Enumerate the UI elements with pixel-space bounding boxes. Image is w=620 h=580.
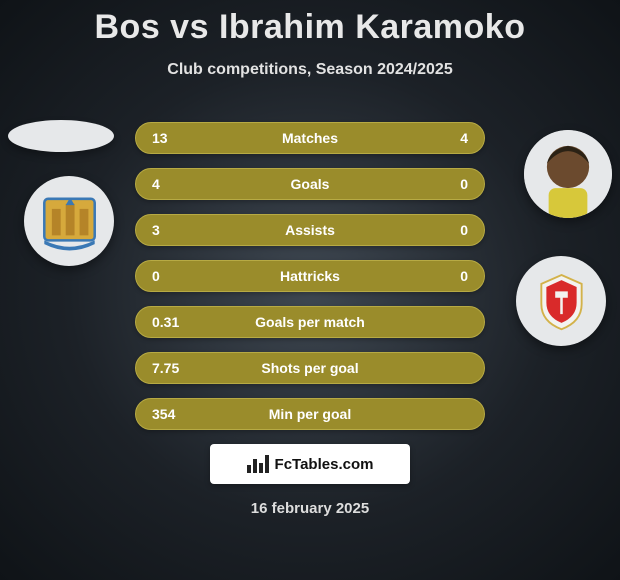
stat-left-value: 0.31 [136,314,202,330]
stat-label: Min per goal [202,406,418,422]
stat-label: Assists [202,222,418,238]
club-right-crest [516,256,606,346]
stat-row: 354 Min per goal [135,398,485,430]
stat-row: 3 Assists 0 [135,214,485,246]
player-left-avatar [8,120,114,152]
stat-left-value: 0 [136,268,202,284]
stat-label: Matches [202,130,418,146]
club-left-crest [24,176,114,266]
stat-row: 0.31 Goals per match [135,306,485,338]
stat-right-value: 0 [418,268,484,284]
stat-left-value: 13 [136,130,202,146]
stat-label: Goals per match [202,314,418,330]
stat-label: Goals [202,176,418,192]
stat-row: 4 Goals 0 [135,168,485,200]
stat-label: Shots per goal [202,360,418,376]
stat-left-value: 354 [136,406,202,422]
page-title: Bos vs Ibrahim Karamoko [0,0,620,47]
stat-row: 13 Matches 4 [135,122,485,154]
stat-left-value: 4 [136,176,202,192]
footer-label: FcTables.com [275,456,374,473]
stat-left-value: 3 [136,222,202,238]
stat-row: 7.75 Shots per goal [135,352,485,384]
player-right-avatar [524,130,612,218]
stat-right-value: 4 [418,130,484,146]
stat-row: 0 Hattricks 0 [135,260,485,292]
subtitle: Club competitions, Season 2024/2025 [0,61,620,79]
stat-right-value: 0 [418,176,484,192]
footer-date: 16 february 2025 [0,500,620,517]
chart-icon [247,455,269,473]
footer-logo: FcTables.com [210,444,410,484]
stat-left-value: 7.75 [136,360,202,376]
stats-list: 13 Matches 4 4 Goals 0 3 Assists 0 0 Hat… [135,122,485,430]
stat-right-value: 0 [418,222,484,238]
stat-label: Hattricks [202,268,418,284]
